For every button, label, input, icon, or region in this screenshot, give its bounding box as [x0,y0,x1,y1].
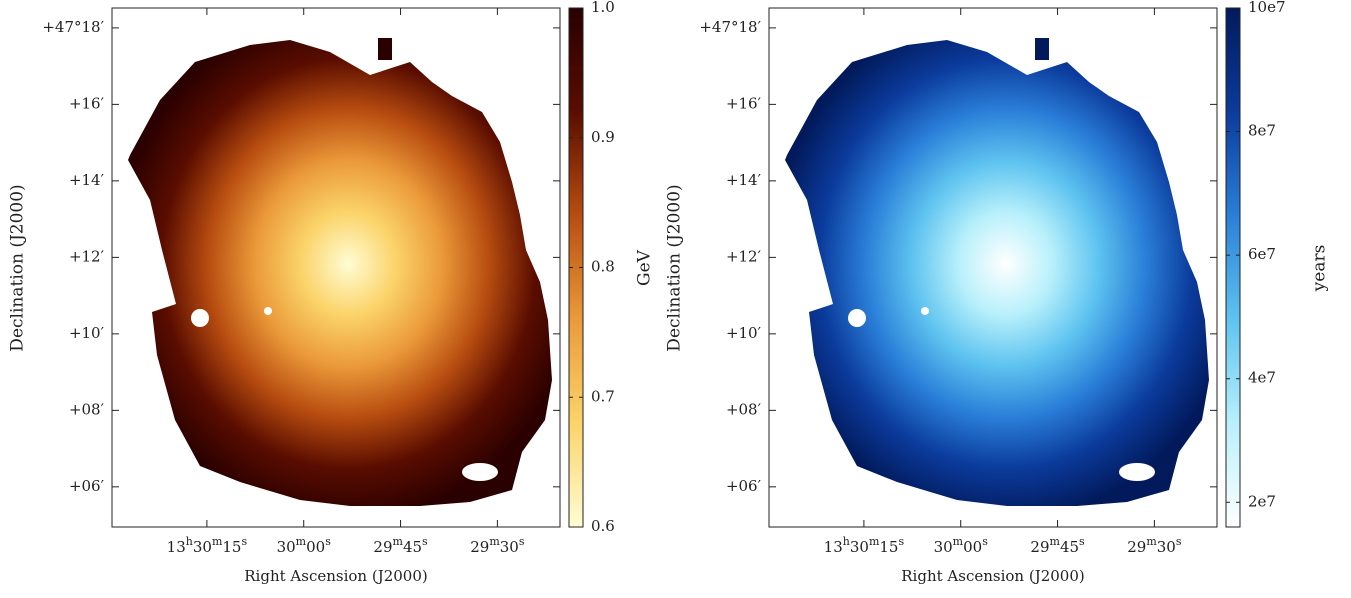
x-tick-label: 29m45s [373,535,428,556]
bright-source [264,307,272,315]
colorbar-label: GeV [635,249,655,286]
y-axis-label: Declination (J2000) [8,184,28,351]
bright-source [462,463,498,481]
y-tick-label: +10′ [726,324,762,342]
y-tick-label: +12′ [726,247,762,265]
y-tick-label: +47°18′ [42,18,104,36]
y-tick-label: +08′ [726,400,762,418]
x-tick-label: 13h30m15s [167,535,248,556]
x-axis-label: Right Ascension (J2000) [244,567,427,585]
colorbar-tick-label: 0.8 [591,258,615,276]
bright-source [191,309,209,327]
x-tick-label: 29m45s [1030,535,1085,556]
colorbar-tick-label: 0.6 [591,517,615,535]
y-tick-label: +47°18′ [699,18,761,36]
y-tick-label: +14′ [69,171,105,189]
colorbar-tick-label: 10e7 [1248,0,1286,16]
x-tick-label: 30m00s [934,535,989,556]
x-axis-label: Right Ascension (J2000) [901,567,1084,585]
colorbar [1225,7,1241,528]
y-tick-label: +10′ [69,324,105,342]
colorbar-tick-label: 1.0 [591,0,615,16]
bright-source [921,307,929,315]
y-tick-label: +12′ [69,247,105,265]
colorbar-tick-label: 4e7 [1248,369,1276,387]
bright-source [1119,463,1155,481]
colorbar-tick-label: 8e7 [1248,122,1276,140]
plot-frame [768,7,1218,528]
y-tick-label: +06′ [726,477,762,495]
plot-frame [111,7,561,528]
y-tick-label: +08′ [69,400,105,418]
bright-source [848,309,866,327]
colorbar-tick-label: 0.9 [591,128,615,146]
y-tick-label: +06′ [69,477,105,495]
image-patch [378,38,392,60]
image-patch [1035,38,1049,60]
galaxy-map [128,40,552,506]
y-tick-label: +16′ [726,94,762,112]
x-tick-label: 29m30s [1127,535,1182,556]
colorbar-label: years [1310,245,1330,293]
x-tick-label: 30m00s [277,535,332,556]
x-tick-label: 13h30m15s [824,535,905,556]
colorbar-tick-label: 6e7 [1248,245,1276,263]
y-tick-label: +14′ [726,171,762,189]
galaxy-map [785,40,1209,506]
colorbar-tick-label: 0.7 [591,387,615,405]
colorbar-tick-label: 2e7 [1248,492,1276,510]
x-tick-label: 29m30s [470,535,525,556]
y-axis-label: Declination (J2000) [665,184,685,351]
y-tick-label: +16′ [69,94,105,112]
